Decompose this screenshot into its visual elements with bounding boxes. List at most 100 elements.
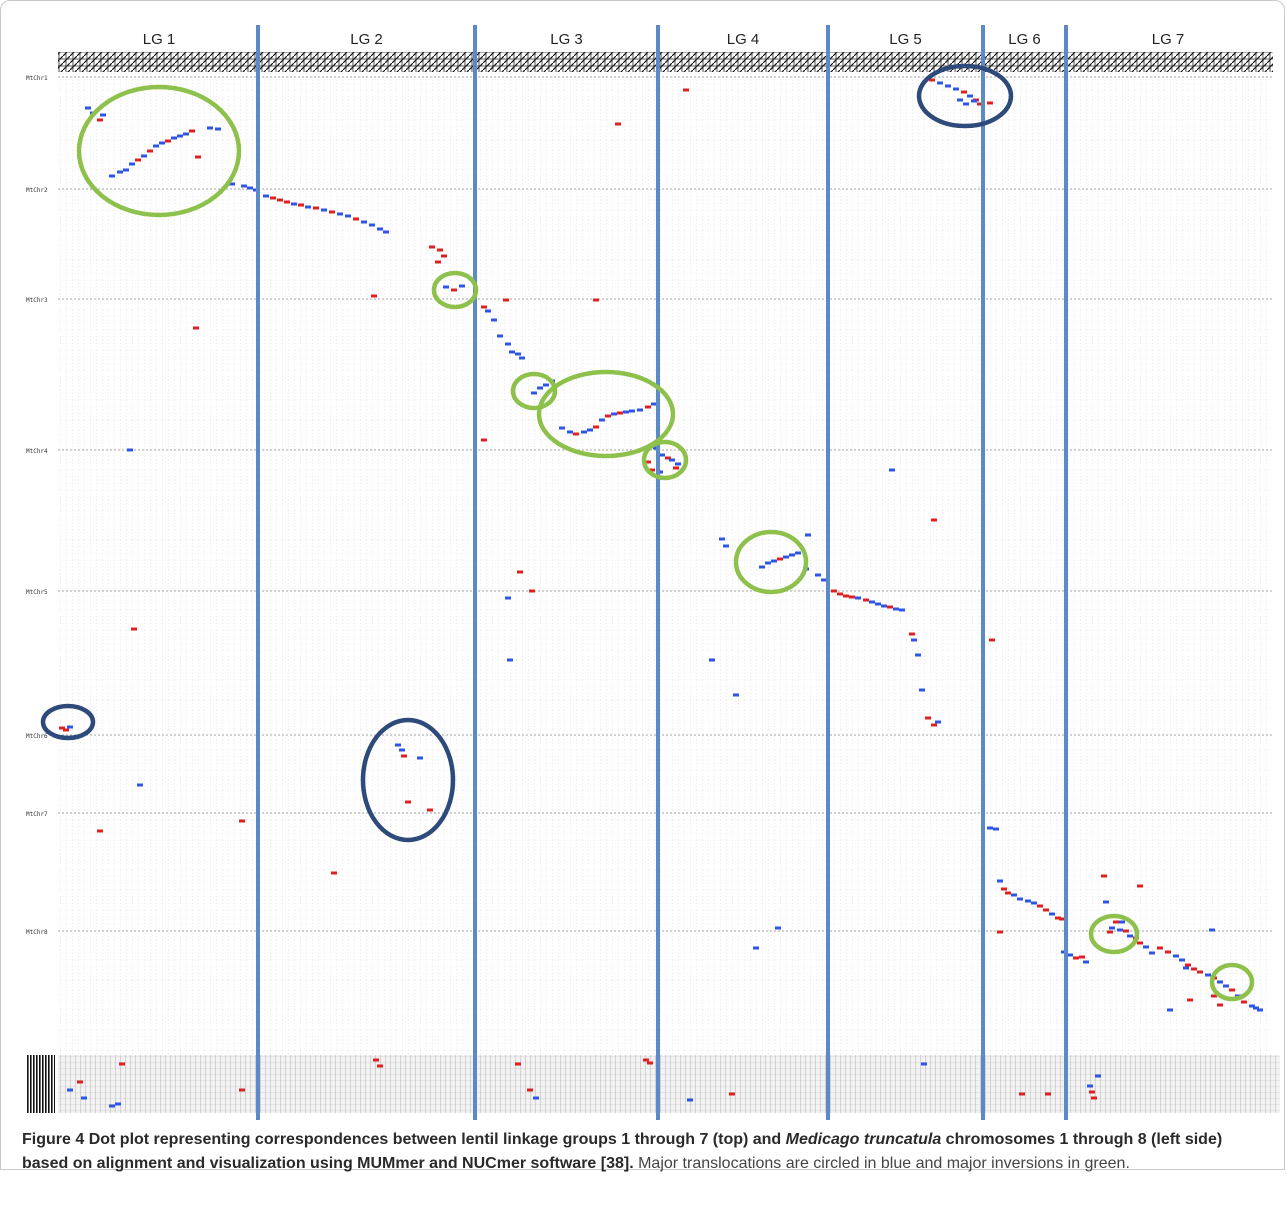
figure-title-prefix: Dot plot representing correspondences be…	[88, 1131, 786, 1148]
match-point	[1113, 920, 1119, 924]
match-point	[893, 607, 899, 611]
match-point	[207, 126, 213, 130]
match-point	[777, 557, 783, 561]
match-point	[789, 553, 795, 557]
match-point	[277, 198, 283, 202]
lg-label: LG 3	[550, 31, 583, 48]
match-point	[1249, 1004, 1255, 1008]
match-point	[1019, 1092, 1025, 1096]
match-point	[863, 598, 869, 602]
match-point	[247, 186, 253, 190]
match-point	[405, 800, 411, 804]
lg-label: LG 7	[1152, 31, 1185, 48]
inversion-circle	[510, 371, 558, 411]
figure-title-suffix: chromosomes 1 through 8 (left side) base…	[22, 1131, 1223, 1172]
match-point	[329, 210, 335, 214]
match-point	[399, 748, 405, 752]
match-point	[599, 418, 605, 422]
match-point	[1067, 953, 1073, 957]
match-point	[1257, 1008, 1263, 1012]
match-point	[987, 826, 993, 830]
inversion-circle	[1088, 913, 1140, 955]
match-point	[353, 217, 359, 221]
match-point	[1123, 929, 1129, 933]
match-point	[119, 1062, 125, 1066]
match-point	[937, 81, 943, 85]
lg-dividers	[256, 25, 1068, 1120]
match-point	[989, 638, 995, 642]
match-point	[753, 946, 759, 950]
match-point	[193, 326, 199, 330]
match-point	[63, 728, 69, 732]
match-point	[759, 565, 765, 569]
match-point	[783, 555, 789, 559]
match-point	[683, 88, 689, 92]
match-point	[159, 141, 165, 145]
match-point	[459, 284, 465, 288]
match-point	[1205, 973, 1211, 977]
dot-plot: LG 1 LG 2 LG 3 LG 4 LG 5 LG 6 LG 7 MtChr1MtChr…	[26, 25, 1280, 1120]
match-point	[537, 386, 543, 390]
match-point	[643, 1058, 649, 1062]
match-point	[869, 600, 875, 604]
match-point	[723, 544, 729, 548]
match-point	[637, 408, 643, 412]
match-point	[171, 136, 177, 140]
match-point	[117, 170, 123, 174]
annotation-circles	[40, 63, 1255, 1002]
match-point	[1079, 955, 1085, 959]
chromosome-label: MtChr1	[26, 75, 48, 82]
match-point	[645, 460, 651, 464]
match-point	[573, 432, 579, 436]
match-point	[1211, 994, 1217, 998]
match-point	[1005, 891, 1011, 895]
match-point	[1103, 900, 1109, 904]
match-point	[849, 595, 855, 599]
match-point	[1101, 874, 1107, 878]
match-point	[373, 1058, 379, 1062]
match-point	[899, 608, 905, 612]
translocation-circle	[916, 63, 1014, 129]
match-point	[443, 285, 449, 289]
match-point	[651, 402, 657, 406]
match-point	[1073, 956, 1079, 960]
match-point	[1137, 884, 1143, 888]
match-point	[284, 200, 290, 204]
match-point	[165, 139, 171, 143]
match-point	[100, 113, 106, 117]
match-point	[435, 260, 441, 264]
header-band	[58, 52, 1273, 72]
match-point	[567, 430, 573, 434]
match-point	[765, 561, 771, 565]
chromosome-label: MtChr3	[26, 297, 48, 304]
figure-description: Major translocations are circled in blue…	[633, 1155, 1130, 1172]
chromosome-label: MtChr4	[26, 448, 48, 455]
match-point	[919, 688, 925, 692]
match-point	[361, 220, 367, 224]
translocation-circle	[360, 717, 456, 843]
match-point	[109, 1104, 115, 1108]
match-point	[1197, 970, 1203, 974]
inversion-circle	[76, 84, 242, 218]
match-point	[953, 87, 959, 91]
match-point	[605, 414, 611, 418]
match-point	[775, 926, 781, 930]
plot-grid-rows	[60, 70, 1270, 1055]
match-point	[909, 632, 915, 636]
match-point	[383, 230, 389, 234]
match-point	[687, 1098, 693, 1102]
match-point	[123, 168, 129, 172]
match-point	[1183, 966, 1189, 970]
match-point	[195, 155, 201, 159]
match-point	[617, 411, 623, 415]
match-point	[1149, 951, 1155, 955]
match-point	[115, 1102, 121, 1106]
match-point	[1045, 1092, 1051, 1096]
translocation-circle	[40, 703, 96, 741]
match-point	[1223, 984, 1229, 988]
match-point	[505, 342, 511, 346]
match-point	[1165, 950, 1171, 954]
match-point	[331, 871, 337, 875]
match-point	[587, 428, 593, 432]
inversion-circle	[1209, 962, 1255, 1002]
